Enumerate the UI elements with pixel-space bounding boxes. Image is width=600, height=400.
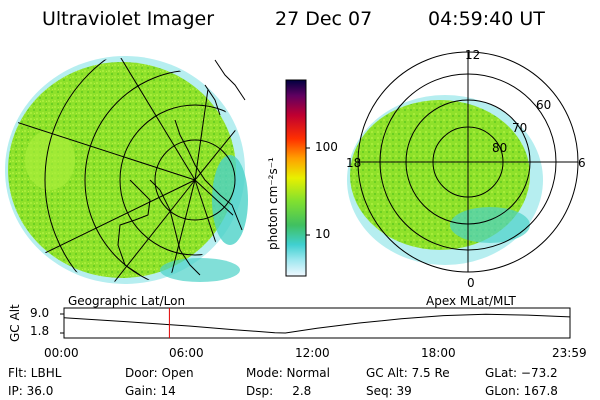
polar-emission-disk [347,95,543,265]
mode-status: Mode: Normal [246,366,330,380]
geographic-image [5,56,248,284]
gc-alt-status: GC Alt: 7.5 Re [366,366,450,380]
timeline-y-min: 1.8 [30,324,50,338]
mlat-label-70: 70 [512,121,528,135]
mlt-label-18: 18 [346,156,362,170]
glat-status: GLat: −73.2 [485,366,558,380]
mlt-label-6: 6 [578,156,586,170]
timeline-frame [63,307,571,339]
geographic-panel-label: Geographic Lat/Lon [68,294,186,308]
polar-image [347,51,579,273]
instrument-title: Ultraviolet Imager [42,8,215,30]
time-tick-0000: 00:00 [44,346,79,360]
mlat-label-80: 80 [492,141,508,155]
time-tick-1200: 12:00 [295,346,330,360]
apex-panel-label: Apex MLat/MLT [426,294,516,308]
colorbar-unit-label: photon cm⁻²s⁻¹ [266,157,280,250]
polar-grid [357,51,579,273]
colorbar-tick-10: 10 [315,227,331,241]
coastline-outline [117,59,246,276]
dsp-status: Dsp: 2.8 [246,384,312,398]
time-tick-0600: 06:00 [169,346,204,360]
timeline-y-max: 9.0 [30,306,50,320]
ip-status: IP: 36.0 [8,384,54,398]
seq-status: Seq: 39 [366,384,412,398]
observation-date: 27 Dec 07 [275,8,373,30]
altitude-timeline [60,307,571,339]
glon-status: GLon: 167.8 [485,384,558,398]
time-tick-1800: 18:00 [421,346,456,360]
time-tick-2359: 23:59 [552,346,587,360]
mlt-label-0: 0 [467,276,475,290]
observation-time: 04:59:40 UT [428,8,545,30]
color-scale-bar [285,79,310,277]
mlat-label-60: 60 [536,98,552,112]
mlt-label-12: 12 [465,48,481,62]
geo-emission-disk [5,56,248,284]
door-status: Door: Open [125,366,194,380]
colorbar-tick-100: 100 [315,140,338,154]
filter-status: Flt: LBHL [8,366,62,380]
altitude-curve [63,313,570,334]
gain-status: Gain: 14 [125,384,176,398]
